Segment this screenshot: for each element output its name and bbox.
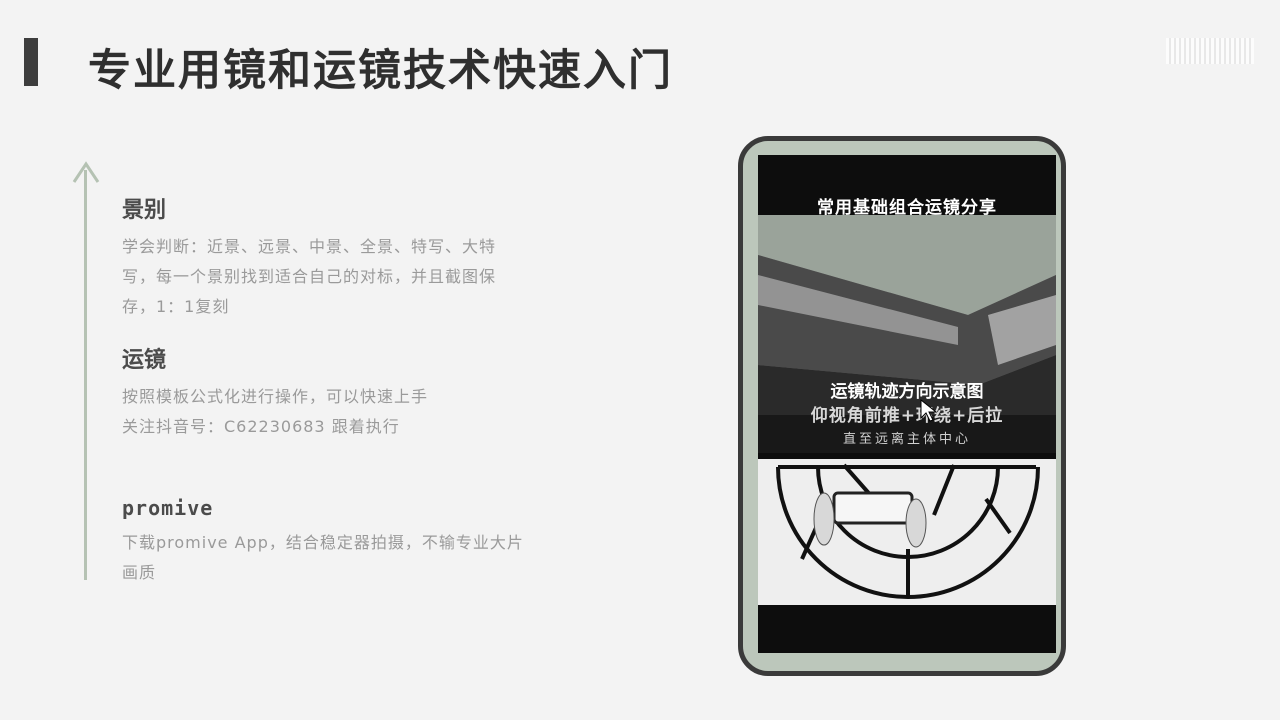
section-text-line: 存，1：1复刻	[122, 297, 230, 316]
section-text-line: 画质	[122, 563, 157, 582]
camera-path-diagram	[758, 459, 1056, 605]
video-top-caption: 常用基础组合运镜分享	[817, 198, 997, 218]
section-heading: 运镜	[122, 348, 167, 373]
watermark-logo-icon	[1166, 38, 1254, 64]
watermark	[1054, 36, 1254, 66]
video-frame[interactable]	[758, 215, 1056, 453]
section-text-line: 学会判断：近景、远景、中景、全景、特写、大特	[122, 237, 497, 256]
title-accent-bar	[24, 38, 38, 86]
section-text-line: 关注抖音号：C62230683 跟着执行	[122, 417, 400, 436]
section-yunjing: 运镜 按照模板公式化进行操作，可以快速上手 关注抖音号：C62230683 跟着…	[122, 342, 562, 442]
overlay-caption-1: 运镜轨迹方向示意图	[830, 382, 984, 402]
phone-bottom-bar	[758, 605, 1056, 653]
section-jingbie: 景别 学会判断：近景、远景、中景、全景、特写、大特 写，每一个景别找到适合自己的…	[122, 192, 562, 322]
mouse-pointer-icon	[920, 399, 938, 422]
overlay-caption-3: 直至远离主体中心	[842, 432, 971, 447]
slide-title: 专业用镜和运镜技术快速入门	[88, 46, 673, 96]
overlay-caption-2: 仰视角前推+环绕+后拉	[810, 406, 1004, 426]
section-text-line: 按照模板公式化进行操作，可以快速上手	[122, 387, 429, 406]
phone-screen: 常用基础组合运镜分享 运镜轨迹方向示意图 仰视角前推+环绕+后拉 直至远离主体中…	[758, 155, 1056, 653]
section-text-line: 写，每一个景别找到适合自己的对标，并且截图保	[122, 267, 497, 286]
section-heading: 景别	[122, 198, 167, 223]
building-image	[758, 215, 1056, 453]
section-text-line: 下载promive App，结合稳定器拍摄，不输专业大片	[122, 533, 524, 552]
arrow-up-icon	[72, 161, 100, 183]
timeline-line	[84, 170, 87, 580]
section-heading: promive	[122, 496, 214, 520]
section-promive: promive 下载promive App，结合稳定器拍摄，不输专业大片 画质	[122, 496, 562, 588]
phone-mockup: 常用基础组合运镜分享 运镜轨迹方向示意图 仰视角前推+环绕+后拉 直至远离主体中…	[738, 136, 1066, 676]
